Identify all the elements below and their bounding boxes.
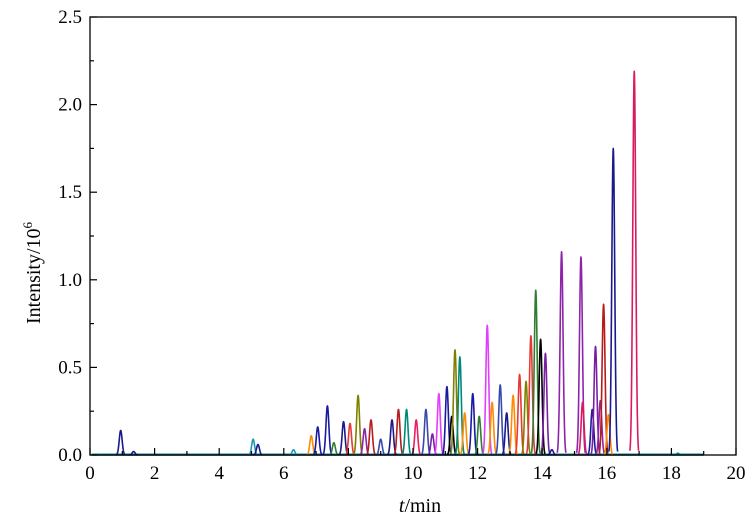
peak-31 (495, 384, 506, 455)
x-tick-label: 0 (85, 463, 95, 484)
x-tick-label: 14 (533, 463, 553, 484)
peak-48 (603, 413, 614, 456)
peak-6 (312, 426, 323, 456)
peak-0 (115, 429, 126, 456)
x-axis-title-unit: /min (404, 495, 441, 517)
peak-35 (520, 380, 532, 455)
y-tick-label: 0.5 (58, 357, 82, 378)
x-axis-ticks (89, 448, 737, 455)
peak-27 (467, 392, 478, 455)
peak-40 (546, 448, 557, 456)
peak-10 (345, 422, 355, 456)
peak-traces (115, 70, 683, 456)
x-tick-label: 2 (150, 463, 160, 484)
peak-11 (353, 394, 364, 455)
x-tick-label: 6 (279, 463, 289, 484)
peak-50 (629, 70, 640, 451)
y-tick-label: 0.0 (58, 445, 82, 466)
peak-38 (535, 338, 546, 454)
peak-8 (328, 441, 339, 456)
x-axis-tick-labels: 0 2 4 6 8 10 12 14 16 18 20 (85, 463, 745, 484)
x-tick-label: 18 (662, 463, 681, 484)
peak-17 (401, 408, 412, 456)
peak-44 (587, 408, 598, 456)
peak-23 (446, 415, 457, 456)
x-tick-label: 10 (404, 463, 423, 484)
peak-46 (595, 399, 606, 455)
x-tick-label: 16 (597, 463, 616, 484)
x-tick-label: 12 (468, 463, 487, 484)
peak-19 (420, 408, 431, 456)
peak-14 (375, 438, 386, 456)
peak-41 (556, 250, 567, 453)
peak-49 (608, 147, 619, 452)
plot-frame (89, 16, 737, 456)
y-tick-label: 2.0 (58, 95, 82, 116)
peak-16 (393, 408, 404, 456)
peak-4 (288, 448, 299, 456)
peak-28 (474, 415, 485, 456)
peak-36 (525, 335, 537, 454)
x-axis-title-italic: t (399, 495, 405, 517)
y-tick-label: 2.5 (58, 7, 82, 28)
peak-3 (252, 443, 263, 456)
x-axis-title: t/min (399, 495, 441, 517)
y-axis-title: Intensity/106 (20, 221, 45, 324)
x-tick-label: 8 (344, 463, 354, 484)
y-axis-title-base: Intensity/10 (23, 228, 45, 324)
y-axis-tick-labels: 0.0 0.5 1.0 1.5 2.0 2.5 (58, 7, 82, 466)
y-tick-label: 1.5 (58, 182, 82, 203)
peak-39 (540, 352, 551, 455)
y-axis-ticks (90, 16, 97, 456)
peak-24 (449, 349, 461, 455)
peak-7 (322, 405, 333, 456)
x-tick-label: 4 (214, 463, 224, 484)
peak-43 (577, 401, 588, 455)
x-tick-label: 20 (727, 463, 746, 484)
peak-30 (487, 401, 498, 455)
y-tick-label: 1.0 (58, 270, 82, 291)
y-axis-title-exponent: 6 (20, 221, 35, 228)
peak-26 (459, 412, 470, 456)
peak-21 (433, 392, 444, 455)
peak-13 (366, 419, 376, 456)
